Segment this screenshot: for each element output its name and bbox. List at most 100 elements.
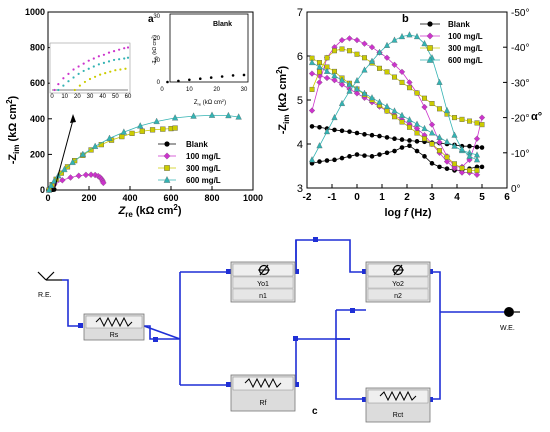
data-point xyxy=(436,78,443,85)
cpe-yo1-element: Yo1 n1 xyxy=(230,261,296,303)
legend-label: 600 mg/L xyxy=(186,176,221,185)
reference-electrode-terminal xyxy=(37,271,62,281)
zoom-inset-point xyxy=(104,72,107,75)
zoom-inset-x-tick-label: 30 xyxy=(87,94,94,100)
data-point xyxy=(69,158,76,165)
zoom-inset-point xyxy=(88,77,92,81)
n1-label: n1 xyxy=(259,293,267,300)
data-point xyxy=(392,148,397,154)
data-point xyxy=(377,152,382,157)
blank-inset-y-tick-label: 0 xyxy=(157,80,161,86)
nyquist-y-axis-label: -Zim (kΩ cm2) xyxy=(5,95,21,164)
data-point xyxy=(316,63,323,70)
legend-marker xyxy=(163,152,171,160)
data-point xyxy=(466,156,473,163)
data-point xyxy=(451,142,458,149)
data-point xyxy=(172,125,178,131)
data-point xyxy=(376,48,383,55)
x-tick-label: 0 xyxy=(354,192,360,203)
zoom-inset-point xyxy=(93,75,97,78)
zoom-inset-point xyxy=(62,77,65,80)
data-point xyxy=(316,142,323,149)
data-point xyxy=(332,157,337,163)
legend-marker xyxy=(164,165,170,171)
data-point xyxy=(428,121,436,128)
legend-marker xyxy=(427,21,433,27)
blank-inset-point xyxy=(177,79,180,83)
data-point xyxy=(377,65,383,71)
x-tick-label: 1 xyxy=(379,192,385,203)
blank-inset-ticks: 0 10 20 30 0 10 20 30 xyxy=(153,14,248,93)
y-tick-label: 600 xyxy=(30,78,45,88)
zoom-inset-point xyxy=(119,68,122,71)
nyquist-zoom-inset: 0 10 20 30 40 50 60 xyxy=(49,42,132,100)
data-point xyxy=(332,127,337,133)
data-point xyxy=(414,148,420,154)
data-point xyxy=(208,111,216,118)
zoom-inset-point xyxy=(57,83,60,86)
data-point xyxy=(406,116,413,123)
legend-label: Blank xyxy=(186,140,208,149)
data-point xyxy=(444,154,450,160)
data-point xyxy=(51,187,57,192)
data-point xyxy=(368,94,376,101)
y-tick-label: 800 xyxy=(30,43,45,53)
rf-resistor: Rf xyxy=(230,374,296,412)
y2-tick-label: -20° xyxy=(511,114,529,125)
zoom-inset-point xyxy=(77,65,80,68)
data-point xyxy=(467,167,473,173)
data-point xyxy=(353,85,361,92)
x-tick-label: 0 xyxy=(45,193,50,203)
data-point xyxy=(347,154,352,159)
data-point xyxy=(317,159,322,164)
x-tick-label: 6 xyxy=(504,192,510,203)
data-point xyxy=(317,124,322,130)
data-point xyxy=(422,154,427,159)
equivalent-circuit-panel: R.E. xyxy=(37,237,520,423)
zoom-inset-point xyxy=(112,50,116,53)
blank-inset-y-tick-label: 20 xyxy=(153,36,160,42)
data-point xyxy=(353,90,361,97)
data-point xyxy=(392,114,398,120)
blank-inset-x-tick-label: 0 xyxy=(160,87,164,93)
data-point xyxy=(407,143,412,149)
nyquist-plot-frame xyxy=(47,11,254,191)
nyquist-legend: Blank 100 mg/L 300 mg/L 600 mg/L xyxy=(158,140,221,185)
zoom-inset-frame xyxy=(49,42,131,94)
series-line xyxy=(311,34,478,161)
data-point xyxy=(190,112,197,119)
bode-legend: Blank 100 mg/L 300 mg/L 600 mg/L xyxy=(420,20,483,65)
zoom-arrow xyxy=(54,119,74,188)
zoom-inset-point xyxy=(114,69,117,72)
data-point xyxy=(362,153,367,158)
data-point xyxy=(353,37,361,44)
y2-tick-label: -50° xyxy=(511,8,529,19)
zoom-inset-x-tick-label: 60 xyxy=(125,94,132,100)
data-point xyxy=(451,131,458,138)
data-point xyxy=(407,85,413,91)
data-point xyxy=(332,48,338,54)
blank-inset-plot: Blank 0 10 20 30 0 10 20 30 -Zim (kΩ cm2) Zre (… xyxy=(150,13,249,107)
zoom-inset-x-ticks: 0 10 20 30 40 50 60 xyxy=(50,89,132,100)
blank-inset-x-tick-label: 10 xyxy=(186,87,193,93)
blank-inset-x-label: Zre (kΩ cm2) xyxy=(194,98,226,107)
data-point xyxy=(413,33,421,40)
data-point xyxy=(452,161,458,167)
data-point xyxy=(324,158,330,163)
blank-inset-point xyxy=(220,75,224,78)
data-point xyxy=(398,111,406,118)
nyquist-series xyxy=(45,111,242,194)
legend-marker xyxy=(164,141,170,147)
data-point xyxy=(354,51,360,57)
legend-label: 100 mg/L xyxy=(448,32,483,41)
x-tick-label: 200 xyxy=(81,193,96,203)
zoom-inset-x-tick-label: 10 xyxy=(61,94,68,100)
data-point xyxy=(361,40,368,47)
data-point xyxy=(87,171,95,178)
nyquist-x-ticks: 0 200 400 600 800 1000 xyxy=(45,186,263,203)
data-point xyxy=(406,79,413,86)
n2-label: n2 xyxy=(394,293,402,300)
data-point xyxy=(129,130,135,136)
zoom-inset-point xyxy=(83,80,87,84)
data-point xyxy=(384,108,390,114)
